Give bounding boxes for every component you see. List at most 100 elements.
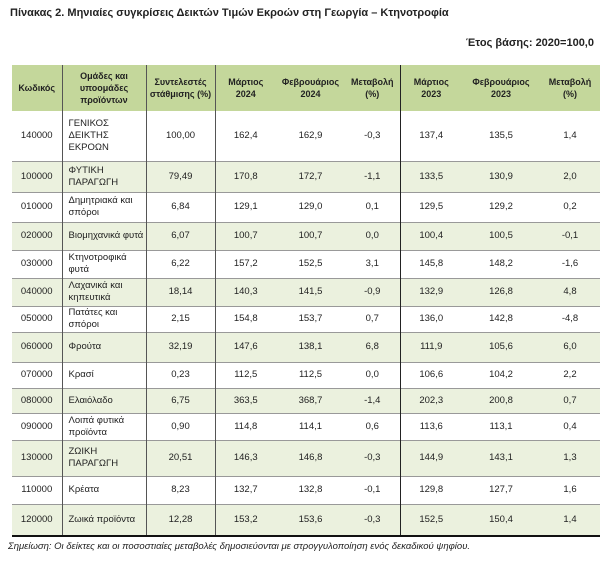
table-cell: 368,7	[276, 388, 345, 413]
table-cell: 112,5	[214, 362, 276, 388]
table-row: 030000 Κτηνοτροφικά φυτά 6,22 157,2 152,5 3,1…	[12, 250, 600, 278]
table-cell: 142,8	[489, 313, 513, 324]
table-cell: 147,6	[214, 332, 276, 362]
table-cell: 080000	[12, 388, 62, 413]
table-cell: 4,8	[540, 278, 600, 306]
table-cell: 135,5	[489, 129, 513, 141]
table-cell: 120000	[12, 504, 62, 536]
column-header: Φεβρουάριος 2024	[276, 65, 345, 111]
column-header: Μεταβολή (%)	[345, 65, 400, 111]
table-row: 140000 ΓΕΝΙΚΟΣ ΔΕΙΚΤΗΣ ΕΚΡΟΩΝ 100,00 162,4 1…	[12, 111, 600, 161]
table-cell: 8,23	[145, 476, 215, 504]
table-cell: 133,5	[399, 161, 462, 192]
table-cell: 1,4	[563, 129, 577, 141]
table-cell: -0,1	[364, 484, 381, 495]
table-cell: -1,4	[345, 388, 400, 413]
table-cell: 143,1	[462, 440, 540, 476]
table-row: 050000 Πατάτες και σπόροι 2,15 154,8 153,7 0,…	[12, 306, 600, 332]
table-cell: -0,1	[540, 222, 600, 250]
table-cell: -0,9	[345, 278, 400, 306]
table-cell: -0,3	[345, 504, 400, 536]
table-cell: 145,8	[399, 250, 462, 278]
table-cell: Ελαιόλαδο	[61, 388, 146, 413]
table-cell: 2,2	[563, 369, 577, 380]
table-cell: 113,1	[489, 420, 513, 432]
table-cell: 0,0	[365, 369, 379, 380]
table-cell: 0,90	[145, 413, 215, 440]
table-cell: 146,3	[214, 440, 276, 476]
table-cell: 106,6	[399, 362, 462, 388]
column-header: Φεβρουάριος 2023	[462, 65, 540, 111]
table-cell: -0,3	[345, 440, 400, 476]
table-cell: 100,4	[399, 222, 462, 250]
table-cell: 32,19	[145, 332, 215, 362]
table-cell: 129,1	[214, 192, 276, 222]
table-cell: 1,3	[540, 440, 600, 476]
table-cell: 136,0	[399, 306, 462, 332]
column-header: Κωδικός	[12, 65, 62, 111]
table-cell: 104,2	[489, 369, 513, 380]
table-cell: Λαχανικά και κηπευτικά	[61, 278, 146, 306]
price-index-table: Κωδικός Ομάδες και υποομάδες προϊόντων Συν…	[12, 65, 600, 537]
table-cell: -1,1	[345, 161, 400, 192]
table-cell: 144,9	[399, 440, 462, 476]
table-cell: 132,9	[399, 278, 462, 306]
table-cell: 146,8	[276, 440, 345, 476]
table-cell: 112,5	[298, 369, 323, 380]
table-cell: ΓΕΝΙΚΟΣ ΔΕΙΚΤΗΣ ΕΚΡΟΩΝ	[61, 111, 146, 161]
table-cell: 140,3	[214, 278, 276, 306]
table-cell: 070000	[20, 369, 53, 380]
table-cell: 12,28	[145, 504, 215, 536]
table-cell: 129,0	[298, 201, 323, 212]
table-cell: 0,23	[145, 362, 215, 388]
table-cell: Ζωικά προϊόντα	[61, 504, 146, 536]
table-cell: 154,8	[214, 306, 276, 332]
table-cell: 090000	[20, 420, 53, 432]
table-cell: 153,6	[276, 504, 345, 536]
table-cell: 050000	[20, 313, 53, 324]
table-cell: 129,2	[489, 201, 513, 212]
table-cell: Φρούτα	[61, 332, 146, 362]
table-cell: 141,5	[276, 278, 345, 306]
table-cell: 170,8	[214, 161, 276, 192]
column-header: Μάρτιος 2024	[214, 65, 276, 111]
table-cell: 157,2	[214, 250, 276, 278]
table-cell: 0,1	[365, 201, 379, 212]
table-cell: Λοιπά φυτικά προϊόντα	[61, 413, 146, 440]
table-row: 010000 Δημητριακά και σπόροι 6,84 129,1 129,…	[12, 192, 600, 222]
table-cell: 202,3	[399, 388, 462, 413]
table-row: 110000 Κρέατα 8,23 132,7 132,8 -0,1 129,8 127,7…	[12, 476, 600, 504]
table-cell: Κρέατα	[61, 476, 146, 504]
table-cell: -0,3	[364, 129, 381, 141]
table-cell: 100,5	[462, 222, 540, 250]
table-title: Πίνακας 2. Μηνιαίες συγκρίσεις Δεικτών Τ…	[10, 7, 449, 19]
table-cell: 030000	[20, 258, 53, 269]
table-cell: 130000	[12, 440, 62, 476]
table-cell: 200,8	[462, 388, 540, 413]
table-cell: 129,8	[399, 476, 462, 504]
table-cell: 129,5	[399, 192, 462, 222]
table-cell: 0,7	[365, 313, 379, 324]
table-cell: 100,7	[214, 222, 276, 250]
column-header: Ομάδες και υποομάδες προϊόντων	[61, 65, 146, 111]
table-cell: 148,2	[489, 258, 513, 269]
table-cell: 105,6	[462, 332, 540, 362]
table-cell: 010000	[20, 201, 53, 212]
table-cell: 132,8	[298, 484, 323, 495]
table-cell: 2,15	[145, 306, 215, 332]
table-cell: 3,1	[365, 258, 379, 269]
column-header: Μάρτιος 2023	[399, 65, 462, 111]
table-cell: Βιομηχανικά φυτά	[61, 222, 146, 250]
table-row: 100000 ΦΥΤΙΚΗ ΠΑΡΑΓΩΓΗ 79,49 170,8 172,7 -1,1…	[12, 161, 600, 192]
table-row: 060000 Φρούτα 32,19 147,6 138,1 6,8 111,9 105,6…	[12, 332, 600, 362]
table-cell: 110000	[21, 484, 53, 495]
table-cell: 152,5	[399, 504, 462, 536]
table-row: 070000 Κρασί 0,23 112,5 112,5 0,0 106,6 104,2 2,…	[12, 362, 600, 388]
table-cell: 126,8	[462, 278, 540, 306]
table-cell: 114,8	[214, 413, 276, 440]
table-cell: 153,2	[214, 504, 276, 536]
table-cell: 18,14	[145, 278, 215, 306]
table-cell: 111,9	[399, 332, 462, 362]
table-cell: 0,0	[345, 222, 400, 250]
table-cell: 132,7	[214, 476, 276, 504]
